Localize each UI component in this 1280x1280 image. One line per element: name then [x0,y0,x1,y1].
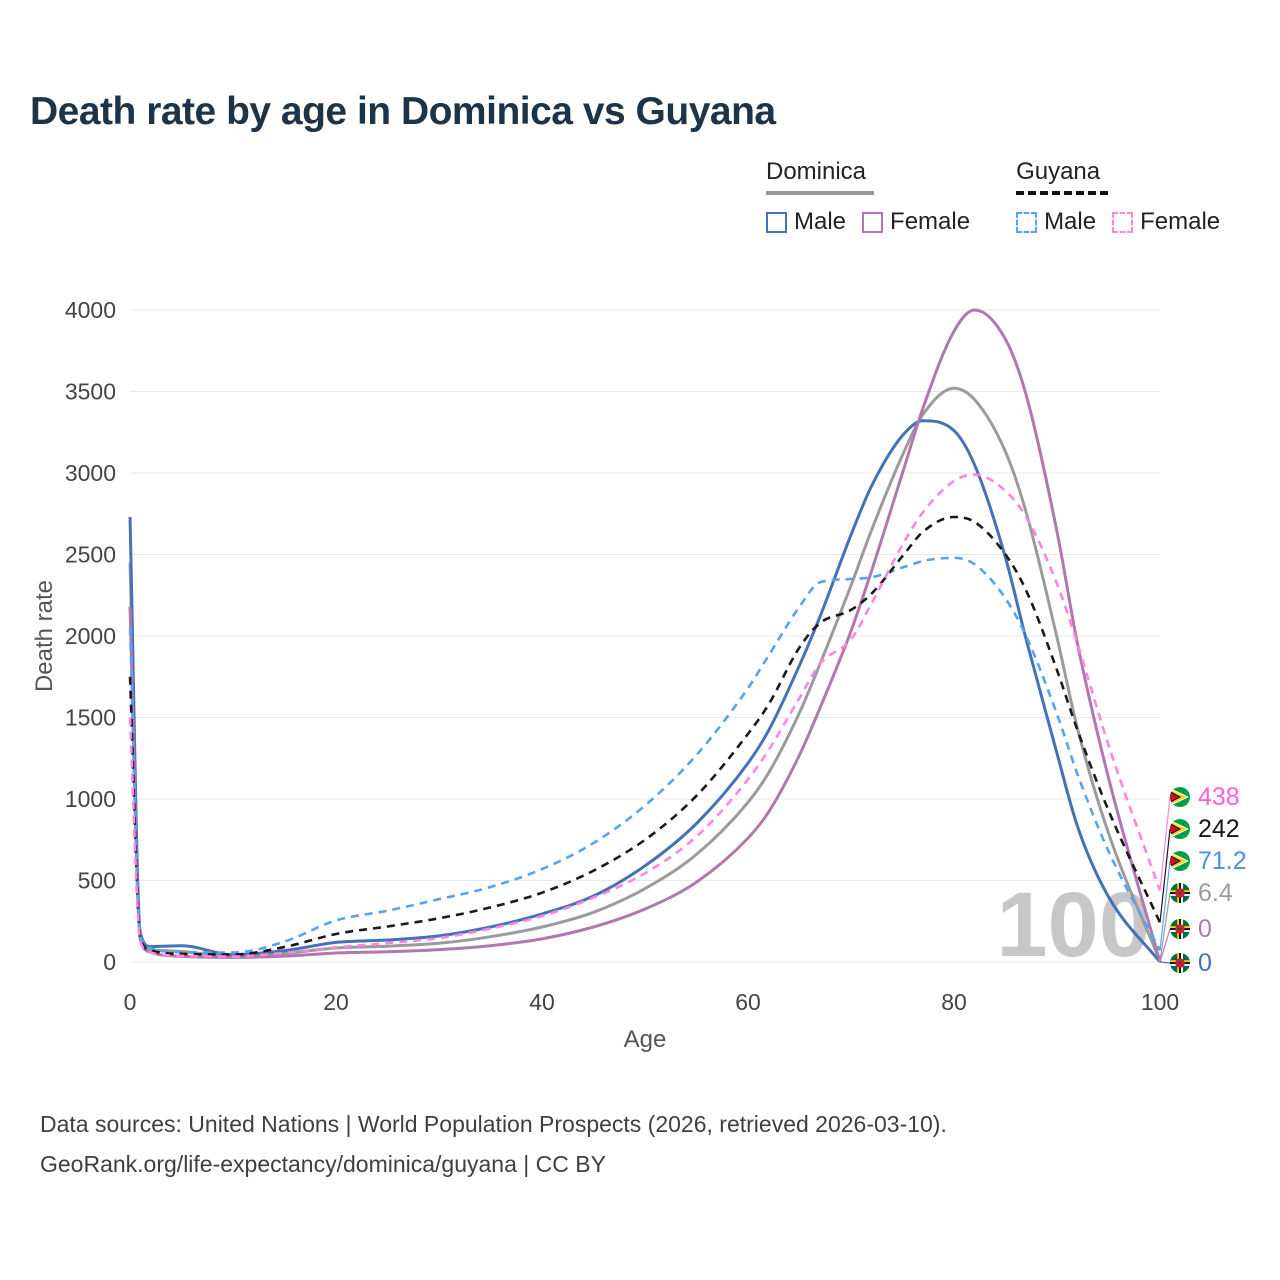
end-value-label: 242 [1198,815,1240,843]
dominica-female-swatch [862,211,884,233]
series-line-dominica-male [128,419,1162,963]
guyana-flag-icon [1170,851,1190,871]
end-value-label: 71.2 [1198,847,1247,875]
legend-item-dominica-female[interactable]: Female [862,208,970,236]
legend-item-label: Male [794,208,847,235]
legend-item-guyana-female[interactable]: Female [1112,208,1220,236]
page-title: Death rate by age in Dominica vs Guyana [30,90,776,133]
end-label-connector [1159,961,1171,964]
series-line-guyana-male [128,556,1162,954]
series-line-dominica-female [128,308,1162,963]
footer: Data sources: United Nations | World Pop… [40,1104,947,1184]
x-tick-label: 20 [323,989,349,1015]
y-tick-label: 3000 [65,460,116,486]
guyana-female-swatch [1112,211,1134,233]
legend-group-guyana-label: Guyana [1016,158,1109,195]
dominica-flag-icon [1170,953,1190,973]
x-tick-label: 0 [124,989,137,1015]
x-axis-title: Age [623,1026,667,1053]
guyana-flag-icon [1170,819,1190,839]
y-tick-label: 500 [78,868,116,894]
y-tick-label: 0 [103,949,116,975]
end-value-label: 0 [1198,915,1212,943]
footer-attribution: GeoRank.org/life-expectancy/dominica/guy… [40,1151,606,1177]
dominica-flag-icon [1170,883,1190,903]
legend-item-label: Male [1044,208,1097,235]
y-tick-label: 2500 [65,542,116,568]
y-tick-label: 4000 [65,297,116,323]
watermark-age-100: 100 [997,874,1151,976]
x-tick-label: 80 [941,989,967,1015]
footer-data-sources: Data sources: United Nations | World Pop… [40,1111,947,1137]
end-label-connector [1159,796,1171,891]
legend: Dominica Male Female Guyana Male [766,158,1220,236]
end-label-connector [1159,828,1171,923]
legend-item-label: Female [1140,208,1221,235]
end-label-connector [1159,860,1171,951]
legend-group-guyana: Guyana Male Female [1016,158,1220,236]
end-value-label: 438 [1198,783,1240,811]
y-tick-label: 1500 [65,705,116,731]
x-tick-label: 60 [735,989,761,1015]
guyana-male-swatch [1016,211,1038,233]
dominica-male-swatch [766,211,787,233]
end-label-connector [1159,928,1171,963]
legend-group-dominica: Dominica Male Female [766,158,970,236]
legend-item-dominica-male[interactable]: Male [766,208,846,236]
legend-item-label: Female [890,208,971,235]
end-value-label: 6.4 [1198,879,1233,907]
dominica-flag-icon [1170,919,1190,939]
legend-group-dominica-label: Dominica [766,158,875,195]
x-tick-label: 100 [1141,989,1179,1015]
end-label-connector [1159,892,1171,962]
guyana-flag-icon [1170,787,1190,807]
legend-item-guyana-male[interactable]: Male [1016,208,1096,236]
y-tick-label: 3500 [65,379,116,405]
y-axis-title: Death rate [31,579,58,693]
x-tick-label: 40 [529,989,555,1015]
y-tick-label: 1000 [65,786,116,812]
y-tick-label: 2000 [65,623,116,649]
series-line-guyana [128,515,1162,956]
end-value-label: 0 [1198,949,1212,977]
